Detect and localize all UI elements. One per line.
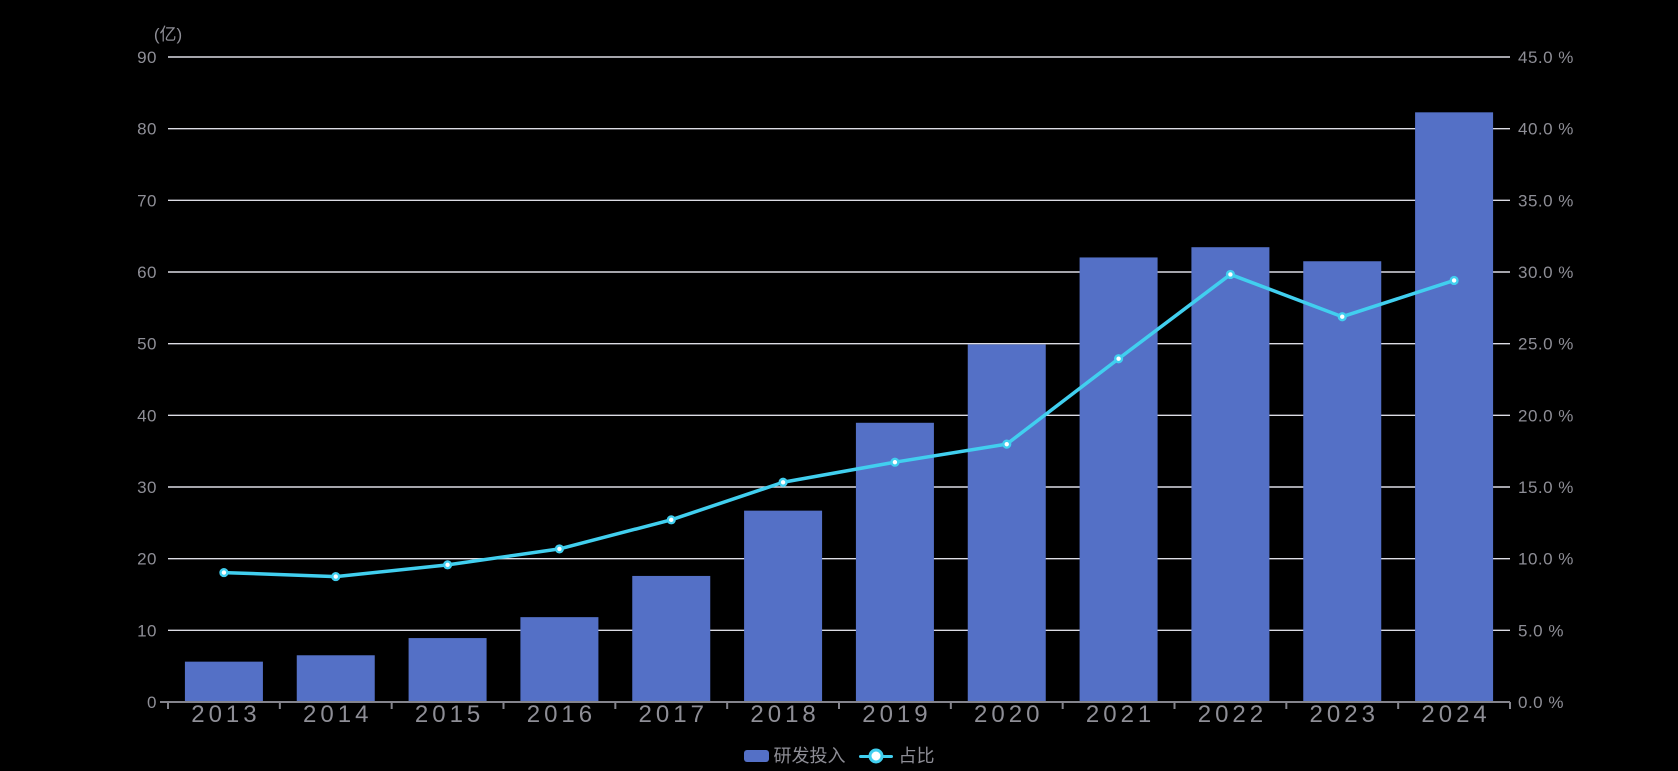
- legend: 研发投入 占比: [0, 743, 1678, 769]
- line-series: [219, 269, 1459, 582]
- right-axis-tick-label: 5.0 %: [1518, 621, 1564, 640]
- y-axis-left: 0 10 20 30 40 50 60 70 80 90: [137, 48, 157, 712]
- line-point-2024: [1449, 275, 1459, 286]
- line-point-2017: [666, 515, 676, 525]
- x-axis-label: 2023: [1310, 701, 1379, 728]
- x-axis-label: 2019: [862, 701, 931, 728]
- legend-item-bar-series[interactable]: 研发投入: [743, 743, 846, 769]
- x-axis-label: 2016: [527, 701, 596, 728]
- bar-2023: [1303, 261, 1382, 702]
- x-axis-label: 2014: [303, 701, 372, 728]
- bar-2022: [1191, 247, 1270, 702]
- bar-series: [184, 112, 1494, 703]
- right-axis-tick-label: 35.0 %: [1518, 191, 1574, 210]
- left-axis-tick-label: 30: [137, 478, 157, 497]
- line-point-2018: [778, 477, 788, 487]
- right-axis-tick-label: 15.0 %: [1518, 478, 1574, 497]
- x-axis-label: 2017: [639, 701, 708, 728]
- left-axis-tick-label: 0: [147, 693, 157, 712]
- line-point-2013: [219, 567, 229, 578]
- bar-2014: [296, 655, 375, 702]
- legend-item-line-series[interactable]: 占比: [858, 743, 935, 769]
- right-axis-tick-label: 30.0 %: [1518, 263, 1574, 282]
- right-axis-tick-label: 20.0 %: [1518, 406, 1574, 425]
- left-axis-tick-label: 10: [137, 621, 157, 640]
- x-axis-label: 2013: [191, 701, 260, 728]
- bar-2017: [632, 575, 711, 702]
- line-point-2023: [1337, 312, 1347, 322]
- left-axis-tick-label: 60: [137, 263, 157, 282]
- line-point-2020: [1002, 439, 1012, 449]
- left-axis-tick-label: 20: [137, 550, 157, 569]
- bar-series-swatch-icon: [743, 750, 769, 762]
- x-axis-label: 2015: [415, 701, 484, 728]
- gridlines: [168, 56, 1510, 632]
- left-axis-tick-label: 50: [137, 335, 157, 354]
- line-icon-dot: [868, 748, 883, 764]
- line-point-2019: [890, 457, 900, 467]
- line-point-2021: [1113, 354, 1124, 364]
- left-axis-tick-label: 80: [137, 120, 157, 139]
- right-axis-tick-label: 10.0 %: [1518, 550, 1574, 569]
- bar-2024: [1415, 112, 1494, 703]
- line-series-marker-icon: [858, 748, 893, 764]
- line-point-2022: [1225, 269, 1236, 280]
- x-axis-label: 2018: [750, 701, 819, 728]
- bar-2019: [855, 422, 934, 702]
- right-axis-tick-label: 40.0 %: [1518, 120, 1574, 139]
- line-point-2014: [331, 571, 341, 582]
- x-axis-label: 2020: [974, 701, 1043, 728]
- bar-2021: [1079, 257, 1158, 702]
- legend-label-line-series: 占比: [898, 746, 935, 766]
- right-axis-tick-label: 0.0 %: [1518, 693, 1564, 712]
- line-point-2016: [554, 544, 565, 554]
- left-axis-unit-label: (亿): [154, 25, 182, 44]
- bar-2015: [408, 638, 487, 702]
- x-axis-label: 2022: [1198, 701, 1267, 728]
- right-axis-tick-label: 25.0 %: [1518, 335, 1574, 354]
- proportion-line: [222, 272, 1456, 579]
- x-axis-label: 2024: [1421, 701, 1490, 728]
- bar-2016: [520, 617, 599, 702]
- x-axis-label: 2021: [1086, 701, 1155, 728]
- bar-2013: [184, 661, 263, 702]
- bar-2018: [744, 510, 823, 702]
- x-axis: 2013 2014 2015 2016 2017 2018 2019 2020 2021 2022…: [160, 701, 1511, 728]
- y-axis-right: 0.0 % 5.0 % 10.0 % 15.0 % 20.0 % 25.0 % 30.0 %…: [1518, 48, 1574, 712]
- line-point-2015: [442, 560, 453, 570]
- right-axis-tick-label: 45.0 %: [1518, 48, 1574, 67]
- left-axis-tick-label: 40: [137, 406, 157, 425]
- legend-label-bar-series: 研发投入: [773, 746, 846, 766]
- bar-2020: [967, 344, 1046, 702]
- left-axis-tick-label: 90: [137, 48, 157, 67]
- left-axis-tick-label: 70: [137, 191, 157, 210]
